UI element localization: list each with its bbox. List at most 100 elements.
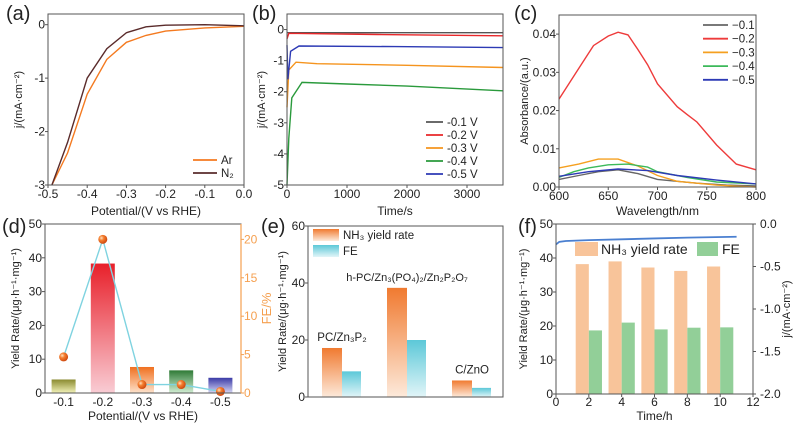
bar-fe: [687, 327, 701, 394]
panel-c: (c) 600 650 700 750 800 0.00 0.01 0.02 0.03 0.04 Wa…: [514, 3, 766, 218]
y2-axis-label: j/(mA·cm⁻²): [781, 280, 793, 338]
y-tick-label: 0: [38, 18, 45, 32]
bar-fe: [407, 340, 426, 397]
x-tick-label: -0.5: [210, 395, 231, 409]
x-tick-label: 2000: [394, 187, 421, 201]
y-tick-label: 0.00: [533, 180, 557, 194]
x-tick-label: 600: [549, 189, 569, 203]
x-tick-label: -0.3: [116, 187, 137, 201]
x-tick-label: 1000: [334, 187, 361, 201]
legend-label: −0.4: [732, 61, 755, 73]
x-axis-label: Potential/(V vs RHE): [91, 204, 201, 218]
legend-label: -0.4 V: [447, 156, 478, 168]
legend-swatch-fe: [697, 242, 718, 256]
bar-yield: [707, 266, 721, 394]
y-tick-label: 30: [540, 285, 554, 299]
legend-label: −0.3: [732, 47, 755, 59]
panel-label: (b): [252, 3, 276, 25]
y-tick-label: 40: [540, 251, 554, 265]
x-tick-label: 10: [713, 395, 727, 409]
plot-frame: [47, 13, 245, 186]
bar-yield: [322, 347, 342, 397]
y-axis-label: Yield Rate/(μg·h⁻¹·mg⁻¹): [277, 251, 289, 372]
y2-axis-label: FE/%: [259, 292, 274, 324]
series-line-2: [558, 158, 757, 188]
y2-tick-label: 15: [244, 271, 258, 285]
series-line-1: [286, 32, 504, 40]
plot-frame: [286, 13, 504, 186]
y-tick-label: 0.04: [533, 27, 557, 41]
y-axis-label: Absorbance/(a.u.): [519, 57, 531, 144]
series-line-0: [51, 25, 245, 186]
bar-yield: [51, 379, 76, 393]
x-tick-label: 0: [284, 187, 291, 201]
bar-yield: [90, 263, 115, 393]
x-axis-label: Wavelength/nm: [616, 204, 699, 218]
y-tick-label: 0: [546, 387, 553, 401]
series-line-3: [558, 163, 757, 185]
x-tick-label: -0.1: [53, 395, 74, 409]
bar-yield: [674, 270, 688, 394]
x-tick-label: 12: [746, 395, 760, 409]
y-tick-label: 40: [292, 276, 306, 290]
panel-d: (d) -0.1 -0.2 -0.3 -0.4 -0.5 0 10 20 30 40 50 0 5 10 15…: [2, 216, 274, 423]
fe-point: [137, 380, 147, 390]
bar-fe: [654, 329, 668, 394]
series-line-2: [286, 61, 504, 108]
x-tick-label: -0.3: [132, 395, 153, 409]
legend-label: N₂: [221, 168, 234, 180]
legend-label-fe: FE: [722, 241, 740, 257]
y-axis-label: j/(mA·cm⁻²): [256, 71, 268, 129]
fe-point: [215, 386, 225, 396]
panel-label: (a): [6, 3, 30, 25]
x-tick-label: 0: [553, 395, 560, 409]
panel-label: (f): [518, 216, 537, 238]
panel-label: (e): [261, 216, 285, 238]
bar-fe: [588, 330, 602, 394]
bar-yield: [130, 366, 154, 393]
category-label: C/ZnO: [455, 364, 489, 376]
y2-tick-label: 20: [244, 232, 258, 246]
series-line-4: [558, 168, 757, 185]
panel-f: (f) NH₃ yield rate FE 0 2 4 6 8 10 12 0 10 20 30 40 50 -…: [518, 216, 793, 423]
plot-frame: [307, 225, 504, 398]
legend-swatch-yield: [575, 242, 598, 256]
legend-label-fe: FE: [343, 246, 358, 258]
category-label: h-PC/Zn₃(PO₄)₂/Zn₂P₂O₇: [346, 272, 468, 284]
legend-label: -0.3 V: [447, 143, 478, 155]
legend-label: −0.1: [732, 20, 755, 32]
legend-label: -0.2 V: [447, 130, 478, 142]
x-tick-label: 700: [647, 189, 667, 203]
y2-tick-label: -1.0: [760, 302, 781, 316]
y-tick-label: 50: [540, 217, 554, 231]
y-tick-label: -2: [273, 85, 284, 99]
y-tick-label: -1: [34, 71, 45, 85]
legend-label: -0.5 V: [447, 169, 478, 181]
y2-tick-label: 0.0: [760, 217, 777, 231]
series-line-1: [558, 31, 757, 171]
x-tick-label: -0.4: [77, 187, 98, 201]
bar-yield: [575, 264, 589, 394]
y-tick-label: 0.01: [533, 142, 557, 156]
panel-b: (b)0 1000 2000 3000-5-4-3-2-10Time/sj/(mA·c…: [252, 3, 504, 218]
panel-label: (d): [2, 216, 26, 238]
y-tick-label: -3: [34, 178, 45, 192]
x-tick-label: -0.2: [92, 395, 113, 409]
y2-tick-label: 10: [244, 309, 258, 323]
x-tick-label: -0.1: [194, 187, 215, 201]
series-line-4: [286, 45, 504, 80]
y-tick-label: -5: [273, 178, 284, 192]
y-tick-label: 0: [35, 386, 42, 400]
y-tick-label: 30: [29, 285, 43, 299]
bar-fe: [342, 371, 361, 397]
x-tick-label: 6: [651, 395, 658, 409]
series-line-1: [51, 23, 245, 186]
y-tick-label: 0.03: [533, 65, 557, 79]
y2-tick-label: -2.0: [760, 387, 781, 401]
bar-fe: [621, 322, 635, 394]
current-line: [555, 235, 737, 246]
legend-label: −0.5: [732, 75, 755, 87]
y-axis-label: Yield Rate/(μg·h⁻¹·mg⁻¹): [518, 249, 530, 370]
y-axis-label: j/(mA·cm⁻²): [13, 71, 25, 129]
